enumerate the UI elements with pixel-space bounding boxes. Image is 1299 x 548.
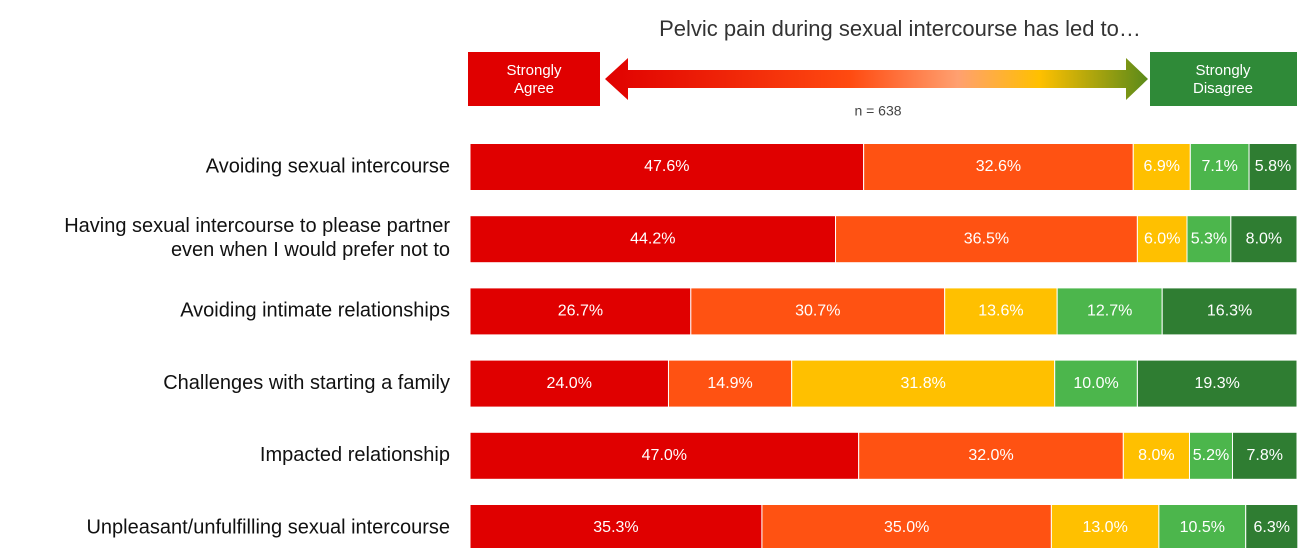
value-label: 16.3% — [1207, 303, 1252, 320]
value-label: 10.5% — [1180, 519, 1225, 536]
bar-segment — [469, 287, 692, 336]
bar-segment — [1056, 287, 1163, 336]
value-label: 26.7% — [558, 303, 603, 320]
bar-segment — [1136, 215, 1188, 264]
bar-segment — [761, 504, 1052, 548]
bar-segment — [1122, 431, 1190, 480]
text-line: Agree — [514, 80, 554, 97]
text-line: Strongly — [1195, 62, 1251, 79]
legend-right-label: Strongly Disagree — [1193, 62, 1253, 97]
value-label: 8.0% — [1138, 447, 1174, 464]
value-label: 8.0% — [1246, 230, 1282, 247]
value-label: 7.8% — [1247, 447, 1283, 464]
bar-segment — [469, 431, 860, 480]
bar-segment — [1136, 359, 1298, 408]
value-label: 35.0% — [884, 519, 929, 536]
bar-segment — [791, 359, 1056, 408]
bar-segment — [1230, 215, 1298, 264]
value-label: 10.0% — [1073, 375, 1118, 392]
bar-segment — [1161, 287, 1298, 336]
value-label: 36.5% — [964, 230, 1009, 247]
value-label: 47.0% — [642, 447, 687, 464]
value-label: 6.0% — [1144, 230, 1180, 247]
legend-left-label: Strongly Agree — [506, 62, 562, 97]
category-label: Challenges with starting a family — [163, 372, 450, 394]
bar-segment — [1186, 215, 1232, 264]
value-label: 12.7% — [1087, 303, 1132, 320]
bar-segment — [1245, 504, 1299, 548]
value-label: 13.6% — [978, 303, 1023, 320]
value-label: 19.3% — [1195, 375, 1240, 392]
value-label: 32.6% — [976, 158, 1021, 175]
bar-segment — [469, 504, 763, 548]
value-label: 5.8% — [1255, 158, 1291, 175]
value-label: 5.3% — [1191, 230, 1227, 247]
value-label: 6.9% — [1144, 158, 1180, 175]
bar-segment — [1188, 431, 1233, 480]
bar-segment — [944, 287, 1058, 336]
bar-segment — [469, 215, 837, 264]
text-line: Disagree — [1193, 80, 1253, 97]
bar-segment — [1231, 431, 1298, 480]
bar-segment — [690, 287, 946, 336]
bar-segment — [1248, 143, 1298, 191]
scale-arrow — [605, 58, 1148, 100]
value-label: 47.6% — [644, 158, 689, 175]
text-line: Strongly — [506, 62, 562, 79]
category-label: Having sexual intercourse to please part… — [64, 215, 450, 261]
bar-segment — [667, 359, 793, 408]
category-label: Unpleasant/unfulfilling sexual intercour… — [86, 516, 450, 538]
bar-segment — [835, 215, 1138, 264]
sample-size: n = 638 — [854, 103, 901, 119]
category-label: Impacted relationship — [260, 444, 450, 466]
bar-segment — [1050, 504, 1160, 548]
value-label: 44.2% — [630, 230, 675, 247]
bar-segment — [1158, 504, 1247, 548]
value-label: 32.0% — [968, 447, 1013, 464]
category-label: Avoiding sexual intercourse — [206, 155, 450, 177]
value-label: 5.2% — [1193, 447, 1229, 464]
bar-segment — [1189, 143, 1250, 191]
bar-segment — [469, 143, 865, 191]
value-label: 35.3% — [593, 519, 638, 536]
value-label: 30.7% — [795, 303, 840, 320]
legend-right-box — [1150, 52, 1297, 106]
legend-left-box — [468, 52, 600, 106]
value-label: 6.3% — [1254, 519, 1290, 536]
chart-title: Pelvic pain during sexual intercourse ha… — [659, 16, 1141, 41]
value-label: 31.8% — [901, 375, 946, 392]
value-label: 7.1% — [1201, 158, 1237, 175]
value-label: 24.0% — [547, 375, 592, 392]
text-line: Having sexual intercourse to please part… — [64, 215, 450, 237]
category-label: Avoiding intimate relationships — [180, 300, 450, 322]
value-label: 13.0% — [1082, 519, 1127, 536]
text-line: even when I would prefer not to — [171, 239, 450, 261]
value-label: 14.9% — [707, 375, 752, 392]
